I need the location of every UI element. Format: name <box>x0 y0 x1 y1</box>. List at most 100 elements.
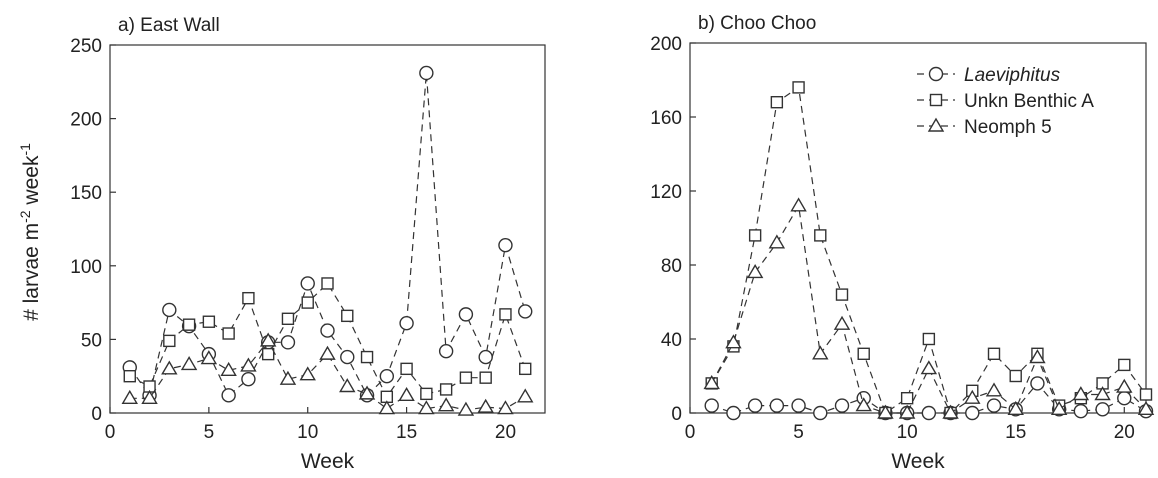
y-tick-label: 160 <box>650 108 682 129</box>
data-point <box>768 234 786 249</box>
data-point <box>498 237 513 253</box>
legend-label: Laeviphitus <box>964 65 1061 86</box>
data-point <box>478 349 493 365</box>
data-point <box>180 356 198 371</box>
data-point <box>477 398 494 413</box>
y-tick-label: 0 <box>671 404 682 425</box>
data-point <box>360 350 374 364</box>
data-point <box>358 385 376 400</box>
data-point <box>1116 378 1133 393</box>
data-point <box>221 388 236 403</box>
legend: Laeviphitus Unkn Benthic A Neomph 5 <box>917 65 1094 138</box>
data-point <box>726 405 741 421</box>
legend-marker <box>928 66 944 82</box>
data-point <box>321 277 334 290</box>
y-tick-label: 50 <box>81 330 102 351</box>
data-point <box>457 401 475 416</box>
y-tick-label: 0 <box>91 404 102 425</box>
data-point <box>400 362 413 376</box>
y-tick-label: 200 <box>650 34 682 55</box>
data-point <box>1095 402 1110 417</box>
data-point <box>964 389 981 404</box>
data-point <box>1072 386 1090 401</box>
data-point <box>259 332 277 347</box>
y-tick-label: 200 <box>70 110 102 131</box>
legend-label: Neomph 5 <box>964 117 1052 138</box>
data-point <box>1009 369 1022 383</box>
x-tick-label: 0 <box>685 422 696 443</box>
data-point <box>791 398 806 413</box>
x-tick-label: 10 <box>297 422 318 443</box>
data-point <box>1137 400 1155 415</box>
x-tick-label: 15 <box>1005 422 1026 443</box>
x-tick-label: 5 <box>204 422 215 443</box>
x-axis-label: Week <box>301 450 355 473</box>
data-point <box>747 398 763 413</box>
data-point <box>833 315 851 330</box>
data-point <box>900 392 914 405</box>
data-point <box>769 398 785 413</box>
data-point <box>1029 349 1046 364</box>
data-point <box>857 347 870 360</box>
data-point <box>123 370 136 383</box>
y-tick-label: 40 <box>661 330 682 351</box>
series-line-laeviphitus <box>129 72 526 397</box>
y-axis-label: # larvae m-2 week-1 <box>17 143 43 321</box>
data-point <box>301 296 314 309</box>
data-point <box>341 309 354 323</box>
data-point <box>1007 400 1024 415</box>
legend-marker <box>929 93 943 107</box>
legend-marker <box>927 117 945 132</box>
x-tick-label: 10 <box>897 422 918 443</box>
panel-title: a) East Wall <box>118 15 220 36</box>
data-point <box>280 335 296 350</box>
y-tick-label: 120 <box>650 182 682 203</box>
panel-title: b) Choo Choo <box>698 13 816 34</box>
data-point <box>378 400 396 415</box>
data-point <box>182 318 196 331</box>
data-point <box>419 65 434 81</box>
data-point <box>725 334 742 349</box>
plot-frame <box>109 44 546 414</box>
data-point <box>703 375 720 390</box>
y-tick-label: 150 <box>70 183 102 204</box>
data-point <box>299 366 316 381</box>
data-point <box>438 343 454 359</box>
data-point <box>790 197 807 212</box>
data-point <box>220 361 237 377</box>
data-point <box>222 327 235 340</box>
data-point <box>162 302 177 318</box>
data-point <box>420 387 433 401</box>
data-point <box>921 405 937 421</box>
data-point <box>340 349 355 365</box>
data-point <box>418 400 435 415</box>
data-point <box>1118 358 1131 372</box>
data-point <box>499 308 512 321</box>
y-tick-label: 80 <box>661 256 682 277</box>
data-point <box>517 388 534 403</box>
data-point <box>942 404 959 419</box>
data-point <box>1094 386 1111 401</box>
data-point <box>855 397 872 412</box>
data-point <box>746 264 764 279</box>
data-point <box>813 405 828 421</box>
data-point <box>748 229 762 242</box>
data-point <box>319 345 336 360</box>
data-point <box>792 81 805 94</box>
data-point <box>519 362 532 376</box>
x-tick-label: 20 <box>495 422 516 443</box>
data-point <box>920 360 938 375</box>
data-point <box>320 323 335 338</box>
data-point <box>279 370 297 385</box>
x-axis-label: Week <box>891 450 945 473</box>
data-point <box>398 386 415 402</box>
data-point <box>835 288 849 301</box>
data-point <box>437 397 455 412</box>
series-line-laeviphitus <box>711 382 1147 414</box>
data-point <box>1050 400 1068 415</box>
data-point <box>814 229 827 242</box>
x-tick-label: 15 <box>396 422 417 443</box>
data-point <box>339 378 356 393</box>
